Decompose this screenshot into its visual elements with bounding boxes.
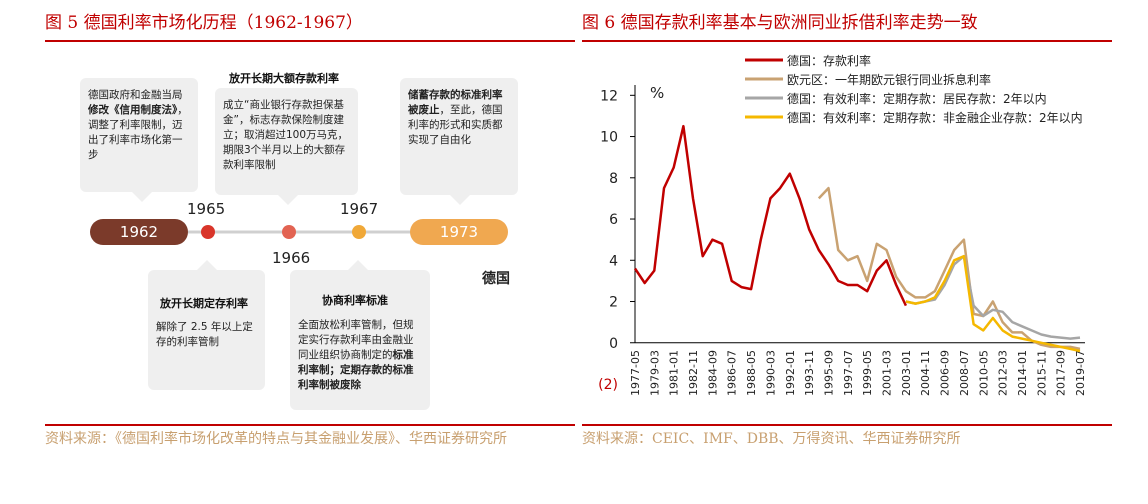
x-tick-label: 2006-09 [939,350,952,396]
event-text: 成立“商业银行存款担保基金”，标志存款保险制度建立；取消超过100万马克，期限3… [223,99,349,171]
x-tick-label: 1986-07 [726,350,739,396]
series-line [905,254,1081,353]
y-tick-label: (2) [598,377,618,393]
x-tick-label: 1979-03 [648,350,661,396]
x-tick-label: 2010-05 [977,350,990,396]
x-tick-label: 1990-03 [764,350,777,396]
event-text: 修改《信用制度法》 [88,104,178,116]
chart: (2) 0 2 4 6 8 10 12 % 1977-05 1979-03 1981-01 1982-1… [598,53,1087,396]
x-tick-label: 2017-09 [1055,350,1068,396]
legend-label: 德国：有效利率：定期存款：居民存款：2年以内 [787,91,1047,106]
y-tick-label: 2 [609,295,618,311]
event-box: 德国政府和金融当局修改《信用制度法》，调整了利率限制，迈出了利率市场化第一步 [80,78,198,192]
legend-label: 德国：有效利率：定期存款：非金融企业存款：2年以内 [787,110,1083,125]
timeline-dot [282,225,296,239]
timeline-dot [352,225,366,239]
event-text: ，至此，德国利率的形式和实质都实现了自由化 [408,104,503,146]
timeline-dot [201,225,215,239]
diagram-shapes [132,192,470,270]
y-tick-label: 0 [609,336,618,352]
year-pill: 1973 [410,219,508,245]
pointer [348,260,368,270]
x-tick-label: 1981-01 [668,350,681,396]
y-tick-label: 12 [600,88,618,104]
event-text: 德国政府和金融当局 [88,89,183,101]
x-tick-label: 2019-07 [1074,350,1087,396]
x-tick-label: 2012-03 [997,350,1010,396]
x-tick-label: 2015-11 [1035,350,1048,396]
x-tick-label: 1999-05 [861,350,874,396]
source: 资料来源：《德国利率市场化改革的特点与其金融业发展》、华西证券研究所 [45,431,507,447]
chart-title: 图 6 德国存款利率基本与欧洲同业拆借利率走势一致 [582,13,978,33]
x-tick-label: 1988-05 [745,350,758,396]
x-tick-label: 1982-11 [687,350,700,396]
x-tick-label: 2001-03 [881,350,894,396]
x-tick-label: 2008-07 [958,350,971,396]
year-label: 1967 [340,200,379,218]
x-tick-label: 2014-01 [1016,350,1029,396]
event-heading: 放开长期大额存款利率 [229,72,339,85]
event-heading: 协商利率标准 [322,294,388,307]
x-tick-label: 2003-01 [900,350,913,396]
y-tick-label: 4 [609,253,618,269]
x-tick-label: 1993-11 [803,350,816,396]
y-tick-label: 10 [600,130,618,146]
country-label: 德国 [482,271,510,287]
x-tick-label: 1984-09 [706,350,719,396]
title-rule [582,40,1112,42]
y-axis-label: % [650,84,664,102]
event-box: 解除了 2.5 年以上定存的利率管制 [148,270,265,390]
x-tick-label: 1997-07 [842,350,855,396]
event-text: 全面放松利率管制，但规定实行存款利率由金融业同业组织协商制定的 [298,319,414,361]
legend-label: 欧元区：一年期欧元银行同业拆息利率 [787,72,991,87]
x-tick-label: 1992-01 [784,350,797,396]
pointer [278,195,298,205]
bottom-rule [45,424,575,426]
figure-title: 图 5 德国利率市场化历程（1962-1967） [45,13,363,33]
source: 资料来源：CEIC、IMF、DBB、万得资讯、华西证券研究所 [582,431,961,447]
pointer [132,192,152,202]
year-pill: 1962 [90,219,188,245]
year-label: 1965 [187,200,226,218]
bottom-rule [582,424,1112,426]
title-rule [45,40,575,42]
y-tick-label: 6 [609,212,618,228]
event-heading: 放开长期定存利率 [160,297,248,310]
pointer [450,195,470,205]
x-tick-label: 1977-05 [629,350,642,396]
year-label: 1966 [272,249,311,267]
x-tick-label: 1995-09 [822,350,835,396]
series-line [633,124,908,307]
event-box: 全面放松利率管制，但规定实行存款利率由金融业同业组织协商制定的标准利率制；定期存… [290,270,430,410]
series-line [905,254,1081,340]
x-tick-label: 2004-11 [919,350,932,396]
event-text: 标准利率制；定期存款的标准利率制被废除 [298,349,414,391]
event-box: 储蓄存款的标准利率被废止，至此，德国利率的形式和实质都实现了自由化 [400,78,518,195]
legend-label: 德国：存款利率 [787,53,871,68]
event-text: ，调整了利率限制，迈出了利率市场化第一步 [88,104,188,161]
event-text: 解除了 2.5 年以上定存的利率管制 [156,321,253,348]
y-tick-label: 8 [609,171,618,187]
event-text: 储蓄存款的标准利率被废止 [408,89,503,116]
event-box: 成立“商业银行存款担保基金”，标志存款保险制度建立；取消超过100万马克，期限3… [215,88,358,195]
pointer [197,260,217,270]
